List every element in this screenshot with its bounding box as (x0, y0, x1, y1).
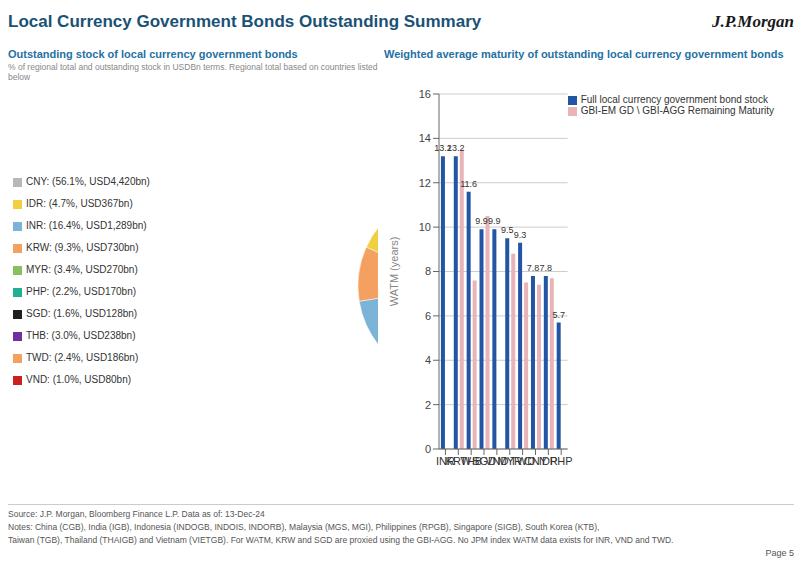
html-text:PHP: (2.2%, USD170bn): PHP: (2.2%, USD170bn) (26, 286, 137, 297)
svg-text:IDR: IDR (538, 454, 558, 467)
svg-text:CNY: CNY (523, 454, 548, 467)
svg-text:7.8: 7.8 (527, 263, 540, 273)
html-text:KRW: (9.3%, USD730bn): KRW: (9.3%, USD730bn) (26, 242, 139, 253)
html-text:SGD: (1.6%, USD128bn): SGD: (1.6%, USD128bn) (26, 308, 138, 319)
svg-text:WATM (years): WATM (years) (388, 237, 400, 307)
html-text:Taiwan (TGB), Thailand (THAIGB: Taiwan (TGB), Thailand (THAIGB) and Viet… (8, 535, 674, 545)
svg-text:KRW: KRW (445, 454, 471, 467)
html-text:Page 5: Page 5 (765, 548, 794, 558)
svg-text:PHP: PHP (550, 455, 573, 467)
html-text:Outstanding stock of local cur: Outstanding stock of local currency gove… (8, 48, 298, 60)
svg-text:TWD: TWD (510, 454, 536, 467)
html-text:J.P.Morgan: J.P.Morgan (712, 12, 794, 31)
svg-text:16: 16 (419, 88, 431, 100)
svg-text:SGD: SGD (472, 454, 496, 467)
html-text:TWD: (2.4%, USD186bn): TWD: (2.4%, USD186bn) (26, 352, 139, 363)
svg-text:6: 6 (425, 310, 431, 322)
svg-text:0: 0 (425, 443, 431, 455)
svg-text:9.5: 9.5 (501, 225, 514, 235)
svg-text:2: 2 (425, 399, 431, 411)
svg-text:5.7: 5.7 (552, 310, 565, 320)
svg-text:14: 14 (419, 132, 431, 144)
html-text:Notes: China (CGB), India (IGB: Notes: China (CGB), India (IGB), Indones… (8, 522, 600, 532)
html-text:INR: (16.4%, USD1,289bn): INR: (16.4%, USD1,289bn) (26, 220, 147, 231)
svg-text:9.9: 9.9 (488, 216, 501, 226)
html-text:% of regional total and outsta: % of regional total and outstanding stoc… (8, 62, 378, 82)
html-text:CNY: (56.1%, USD4,420bn): CNY: (56.1%, USD4,420bn) (26, 176, 150, 187)
html-text:Weighted average maturity of o: Weighted average maturity of outstanding… (384, 48, 784, 60)
svg-text:9.3: 9.3 (514, 230, 527, 240)
svg-text:8: 8 (425, 265, 431, 277)
html-text:IDR: (4.7%, USD367bn): IDR: (4.7%, USD367bn) (26, 198, 133, 209)
svg-text:4: 4 (425, 354, 431, 366)
svg-text:11.6: 11.6 (460, 179, 477, 189)
svg-text:7.8: 7.8 (540, 263, 553, 273)
svg-text:12: 12 (419, 177, 431, 189)
html-text:Full local currency government: Full local currency government bond stoc… (580, 94, 768, 105)
html-text:THB: (3.0%, USD238bn): THB: (3.0%, USD238bn) (26, 330, 136, 341)
html-text:Local Currency Government Bond: Local Currency Government Bonds Outstand… (8, 12, 482, 31)
html-text:MYR: (3.4%, USD270bn): MYR: (3.4%, USD270bn) (26, 264, 138, 275)
html-text:VND: (1.0%, USD80bn): VND: (1.0%, USD80bn) (26, 374, 131, 385)
svg-text:9.9: 9.9 (475, 216, 488, 226)
svg-text:13.2: 13.2 (434, 143, 452, 154)
html-text:Source: J.P. Morgan, Bloomberg: Source: J.P. Morgan, Bloomberg Finance L… (8, 509, 265, 519)
svg-text:10: 10 (419, 221, 431, 233)
html-text:GBI-EM GD \ GBI-AGG Remaining: GBI-EM GD \ GBI-AGG Remaining Maturity (580, 105, 774, 116)
svg-text:13.2: 13.2 (447, 143, 465, 153)
